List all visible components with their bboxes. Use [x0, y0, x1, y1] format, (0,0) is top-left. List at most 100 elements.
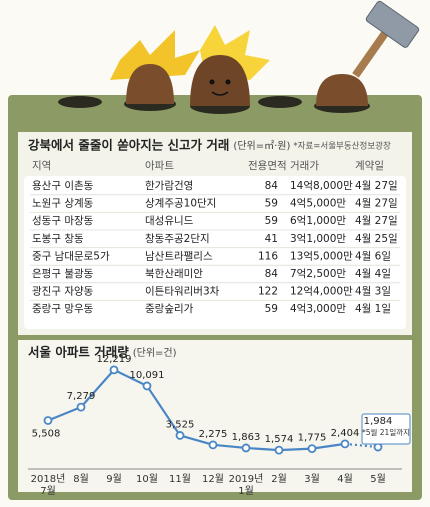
point	[307, 444, 317, 454]
mole-eye	[209, 79, 215, 85]
table-header: 거래가	[290, 160, 319, 172]
table-cell: 13억5,000만	[290, 250, 353, 262]
table-unit: (단위=㎡·원)	[233, 139, 290, 152]
x-tick-label: 2019년 1월	[228, 474, 264, 497]
value-label: 2,275	[199, 429, 228, 440]
hole	[58, 96, 102, 108]
line-series	[47, 368, 346, 452]
x-tick-label: 3월	[304, 474, 320, 485]
table-cell: 성동구 마장동	[32, 215, 94, 227]
chart-subtitle: (단위=건)	[133, 346, 177, 359]
table-cell: 4월 25일	[355, 232, 398, 245]
table-cell: 84	[265, 268, 279, 280]
table-cell: 4월 27일	[355, 214, 398, 227]
table-cell: 남산트라팰리스	[145, 250, 213, 262]
table-cell: 북한산래미안	[145, 268, 203, 280]
table-header: 아파트	[145, 160, 174, 172]
table-cell: 대성유니드	[145, 215, 194, 227]
point	[274, 445, 284, 455]
x-tick-label: 4월	[337, 474, 353, 485]
table-cell: 노원구 상계동	[32, 198, 94, 210]
table-title: 강북에서 줄줄이 쏟아지는 신고가 거래	[28, 138, 229, 153]
table-cell: 중구 남대문로5가	[32, 250, 110, 262]
table-cell: 4억5,000만	[290, 198, 346, 210]
value-label: 2,404	[331, 428, 360, 439]
table-cell: 상계주공10단지	[145, 198, 216, 210]
x-tick-label: 10월	[136, 474, 158, 485]
point	[208, 440, 218, 450]
table-cell: 4월 27일	[355, 197, 398, 210]
table-cell: 4월 6일	[355, 249, 391, 262]
table-cell: 은평구 불광동	[32, 268, 94, 280]
point	[43, 416, 53, 425]
chart-title: 서울 아파트 거래량	[28, 345, 129, 360]
point	[241, 443, 251, 453]
value-label: 12,219	[97, 354, 132, 365]
table-cell: 59	[265, 215, 278, 227]
table-cell: 6억1,000만	[290, 215, 346, 227]
x-tick-label: 5월	[370, 474, 386, 485]
value-label: 1,984	[364, 416, 393, 427]
table-cell: 84	[265, 180, 279, 192]
table-cell: 59	[265, 198, 278, 210]
value-label: 1,863	[232, 432, 261, 443]
x-tick-label: 9월	[106, 474, 122, 485]
point	[340, 439, 350, 449]
value-label: 5,508	[32, 428, 61, 439]
x-tick-label: 2월	[271, 474, 287, 485]
table-source: *자료=서울부동산정보광장	[293, 141, 391, 152]
mole-mouth	[211, 91, 229, 96]
table-cell: 41	[265, 233, 278, 245]
table-cell: 중랑숲리가	[145, 303, 194, 315]
point	[373, 442, 383, 452]
table-cell: 용산구 이촌동	[32, 180, 94, 192]
table-cell: 창동주공2단지	[145, 233, 210, 245]
table-cell: 4억3,000만	[290, 303, 346, 315]
value-label: 1,775	[298, 433, 327, 444]
hammer	[352, 0, 420, 78]
table-cell: 이튼타워리버3차	[145, 285, 220, 298]
table-cell: 3억1,000만	[290, 233, 346, 245]
line-segment-partial	[344, 442, 379, 449]
table-cell: 도봉구 창동	[32, 233, 84, 245]
mole	[190, 55, 250, 106]
x-tick-label: 8월	[73, 474, 89, 485]
table-cell: 7억2,500만	[290, 268, 346, 280]
table-cell: 4월 4일	[355, 267, 391, 280]
table-cell: 4월 3일	[355, 285, 391, 298]
table-cell: 122	[258, 286, 278, 298]
table-body	[24, 176, 406, 329]
chart-panel	[18, 340, 412, 492]
table-header: 전용면적	[248, 160, 287, 172]
burst	[110, 30, 200, 80]
table-header: 지역	[32, 160, 51, 172]
table-cell: 4월 1일	[355, 302, 391, 315]
table-cell: 광진구 자양동	[32, 286, 94, 298]
value-label: 7,279	[67, 391, 96, 402]
table-header: 계약일	[355, 159, 384, 172]
point	[142, 381, 152, 391]
mole-eye	[225, 79, 231, 85]
point	[76, 402, 86, 412]
x-tick-label: 12월	[202, 474, 224, 485]
table-cell: 14억8,000만	[290, 180, 353, 192]
hole	[258, 96, 302, 108]
point	[175, 431, 185, 440]
value-label: 10,091	[130, 370, 165, 381]
table-cell: 116	[258, 250, 278, 262]
x-tick-label: 2018년 7월	[30, 474, 66, 497]
table-cell: 12억4,000만	[290, 286, 353, 298]
mole	[126, 64, 174, 104]
table-cell: 한가람건영	[145, 179, 193, 192]
table-cell: 중랑구 망우동	[32, 303, 94, 315]
table-cell: 4월 27일	[355, 179, 398, 192]
point	[109, 365, 119, 375]
value-label: 3,525	[166, 419, 195, 430]
label-box	[361, 413, 411, 445]
mole	[316, 74, 368, 106]
value-label: 1,574	[265, 434, 294, 445]
annotation: *5월 21일까지	[362, 427, 410, 437]
table-cell: 59	[265, 303, 278, 315]
